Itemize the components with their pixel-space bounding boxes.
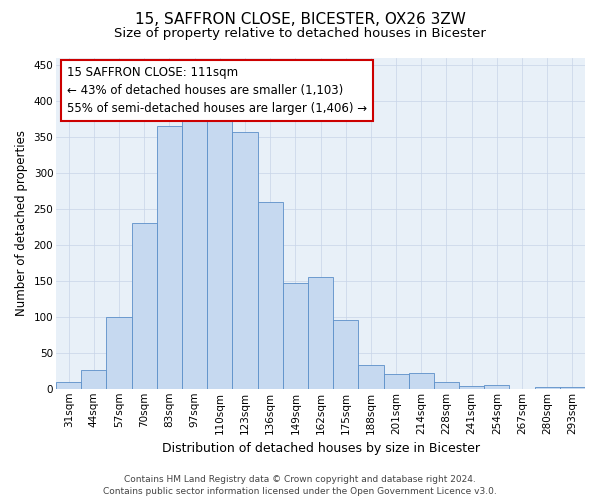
Bar xyxy=(283,283,308,389)
Bar xyxy=(535,386,560,389)
Bar xyxy=(484,385,509,389)
Text: 15, SAFFRON CLOSE, BICESTER, OX26 3ZW: 15, SAFFRON CLOSE, BICESTER, OX26 3ZW xyxy=(134,12,466,28)
Bar xyxy=(358,365,383,389)
Bar xyxy=(232,132,257,389)
Bar xyxy=(308,277,333,389)
Bar xyxy=(409,373,434,389)
Text: 15 SAFFRON CLOSE: 111sqm
← 43% of detached houses are smaller (1,103)
55% of sem: 15 SAFFRON CLOSE: 111sqm ← 43% of detach… xyxy=(67,66,367,115)
Bar xyxy=(459,386,484,389)
Bar xyxy=(257,202,283,389)
Bar xyxy=(182,121,207,389)
Y-axis label: Number of detached properties: Number of detached properties xyxy=(15,130,28,316)
Bar xyxy=(131,223,157,389)
Text: Size of property relative to detached houses in Bicester: Size of property relative to detached ho… xyxy=(114,28,486,40)
Bar xyxy=(106,317,131,389)
Bar xyxy=(383,374,409,389)
Bar xyxy=(434,382,459,389)
Bar xyxy=(560,388,585,389)
Bar xyxy=(333,320,358,389)
Bar xyxy=(81,370,106,389)
Text: Contains HM Land Registry data © Crown copyright and database right 2024.
Contai: Contains HM Land Registry data © Crown c… xyxy=(103,474,497,496)
Bar xyxy=(207,118,232,389)
Bar xyxy=(157,126,182,389)
X-axis label: Distribution of detached houses by size in Bicester: Distribution of detached houses by size … xyxy=(161,442,479,455)
Bar xyxy=(56,382,81,389)
